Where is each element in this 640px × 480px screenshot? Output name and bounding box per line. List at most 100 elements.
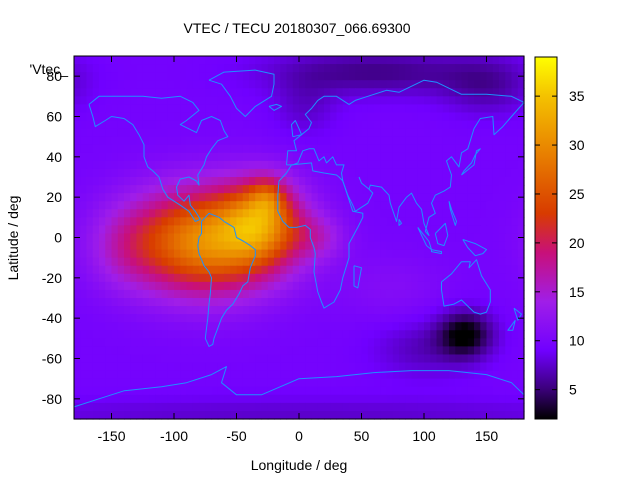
heatmap-cell <box>424 209 431 218</box>
heatmap-cell <box>142 177 150 186</box>
heatmap-cell <box>124 152 131 162</box>
heatmap-cell <box>74 177 81 186</box>
heatmap-cell <box>467 120 475 130</box>
heatmap-cell <box>436 152 444 162</box>
heatmap-cell <box>267 209 275 218</box>
heatmap-cell <box>330 80 338 89</box>
heatmap-cell <box>92 249 100 259</box>
heatmap-cell <box>449 120 456 130</box>
heatmap-cell <box>192 160 200 170</box>
heatmap-cell <box>442 241 450 251</box>
heatmap-cell <box>136 346 144 356</box>
heatmap-cell <box>511 152 519 162</box>
y-tick-label: -80 <box>42 391 62 407</box>
heatmap-cell <box>217 193 225 202</box>
heatmap-cell <box>436 241 444 251</box>
heatmap-cell <box>480 112 488 122</box>
heatmap-cell <box>330 249 338 259</box>
heatmap-cell <box>411 306 419 315</box>
heatmap-cell <box>361 298 369 307</box>
heatmap-cell <box>305 96 313 105</box>
heatmap-cell <box>505 354 513 364</box>
heatmap-cell <box>442 112 450 122</box>
heatmap-cell <box>424 273 431 283</box>
heatmap-cell <box>80 144 88 154</box>
heatmap-cell <box>499 225 506 235</box>
heatmap-cell <box>124 346 131 356</box>
heatmap-cell <box>230 64 238 73</box>
coastline-sri-lanka <box>398 219 402 226</box>
heatmap-cell <box>230 394 238 404</box>
heatmap-cell <box>261 56 269 65</box>
heatmap-cell <box>261 64 269 73</box>
heatmap-cell <box>224 160 231 170</box>
heatmap-cell <box>486 338 494 347</box>
heatmap-cell <box>455 306 463 315</box>
heatmap-cell <box>424 120 431 130</box>
heatmap-cell <box>330 144 338 154</box>
heatmap-cell <box>74 265 81 275</box>
heatmap-cell <box>117 378 125 388</box>
heatmap-cell <box>461 298 469 307</box>
heatmap-cell <box>392 298 400 307</box>
heatmap-cell <box>255 298 263 307</box>
heatmap-cell <box>174 209 181 218</box>
heatmap-cell <box>117 185 125 194</box>
heatmap-cell <box>461 80 469 89</box>
heatmap-cell <box>517 322 525 331</box>
heatmap-cell <box>242 209 250 218</box>
heatmap-cell <box>305 136 313 146</box>
heatmap-cell <box>105 257 113 267</box>
heatmap-cell <box>192 354 200 364</box>
heatmap-cell <box>142 378 150 388</box>
heatmap-cell <box>299 273 306 283</box>
heatmap-cell <box>205 177 213 186</box>
heatmap-cell <box>411 402 419 412</box>
heatmap-cell <box>486 120 494 130</box>
heatmap-cell <box>424 144 431 154</box>
heatmap-cell <box>299 314 306 323</box>
heatmap-cell <box>292 177 300 186</box>
heatmap-cell <box>505 56 513 65</box>
heatmap-cell <box>492 241 500 251</box>
heatmap-cell <box>386 265 394 275</box>
heatmap-cell <box>330 273 338 283</box>
heatmap-cell <box>155 96 163 105</box>
heatmap-cell <box>411 177 419 186</box>
heatmap-cell <box>499 104 506 114</box>
heatmap-cell <box>436 386 444 396</box>
heatmap-cell <box>417 209 425 218</box>
heatmap-cell <box>130 201 138 210</box>
heatmap-cell <box>111 257 119 267</box>
heatmap-cell <box>99 265 106 275</box>
heatmap-cell <box>442 249 450 259</box>
heatmap-cell <box>217 128 225 138</box>
heatmap-cell <box>86 370 94 380</box>
heatmap-cell <box>99 273 106 283</box>
heatmap-cell <box>99 193 106 202</box>
heatmap-cell <box>180 96 188 105</box>
heatmap-cell <box>517 241 525 251</box>
heatmap-cell <box>99 177 106 186</box>
heatmap-cell <box>461 201 469 210</box>
heatmap-cell <box>86 306 94 315</box>
heatmap-cell <box>292 354 300 364</box>
heatmap-cell <box>155 330 163 339</box>
heatmap-cell <box>336 217 344 226</box>
heatmap-cell <box>230 314 238 323</box>
heatmap-cell <box>349 225 356 235</box>
heatmap-cell <box>474 217 481 226</box>
heatmap-cell <box>311 241 319 251</box>
heatmap-cell <box>499 88 506 97</box>
heatmap-cell <box>205 217 213 226</box>
heatmap-cell <box>117 160 125 170</box>
colorbar-tick-label: 15 <box>569 284 585 300</box>
heatmap-cell <box>449 314 456 323</box>
heatmap-cell <box>505 112 513 122</box>
heatmap-cell <box>161 160 169 170</box>
heatmap-cell <box>192 225 200 235</box>
heatmap-cell <box>305 338 313 347</box>
heatmap-cell <box>330 56 338 65</box>
heatmap-cell <box>217 144 225 154</box>
heatmap-cell <box>142 338 150 347</box>
